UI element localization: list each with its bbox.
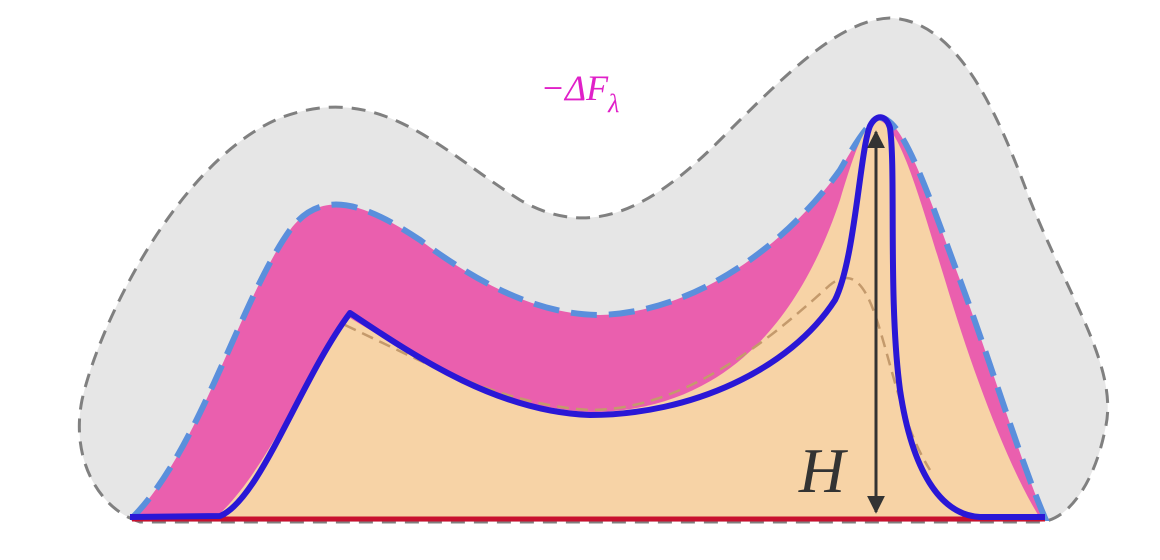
- free-energy-label: −ΔFλ: [541, 68, 620, 118]
- free-energy-text: −ΔF: [541, 68, 609, 108]
- inner-dashed: [344, 276, 932, 471]
- height-label: H: [798, 435, 849, 506]
- blue-curve: [129, 114, 1045, 520]
- free-energy-subscript: λ: [607, 89, 619, 118]
- orange-region: [215, 120, 1040, 518]
